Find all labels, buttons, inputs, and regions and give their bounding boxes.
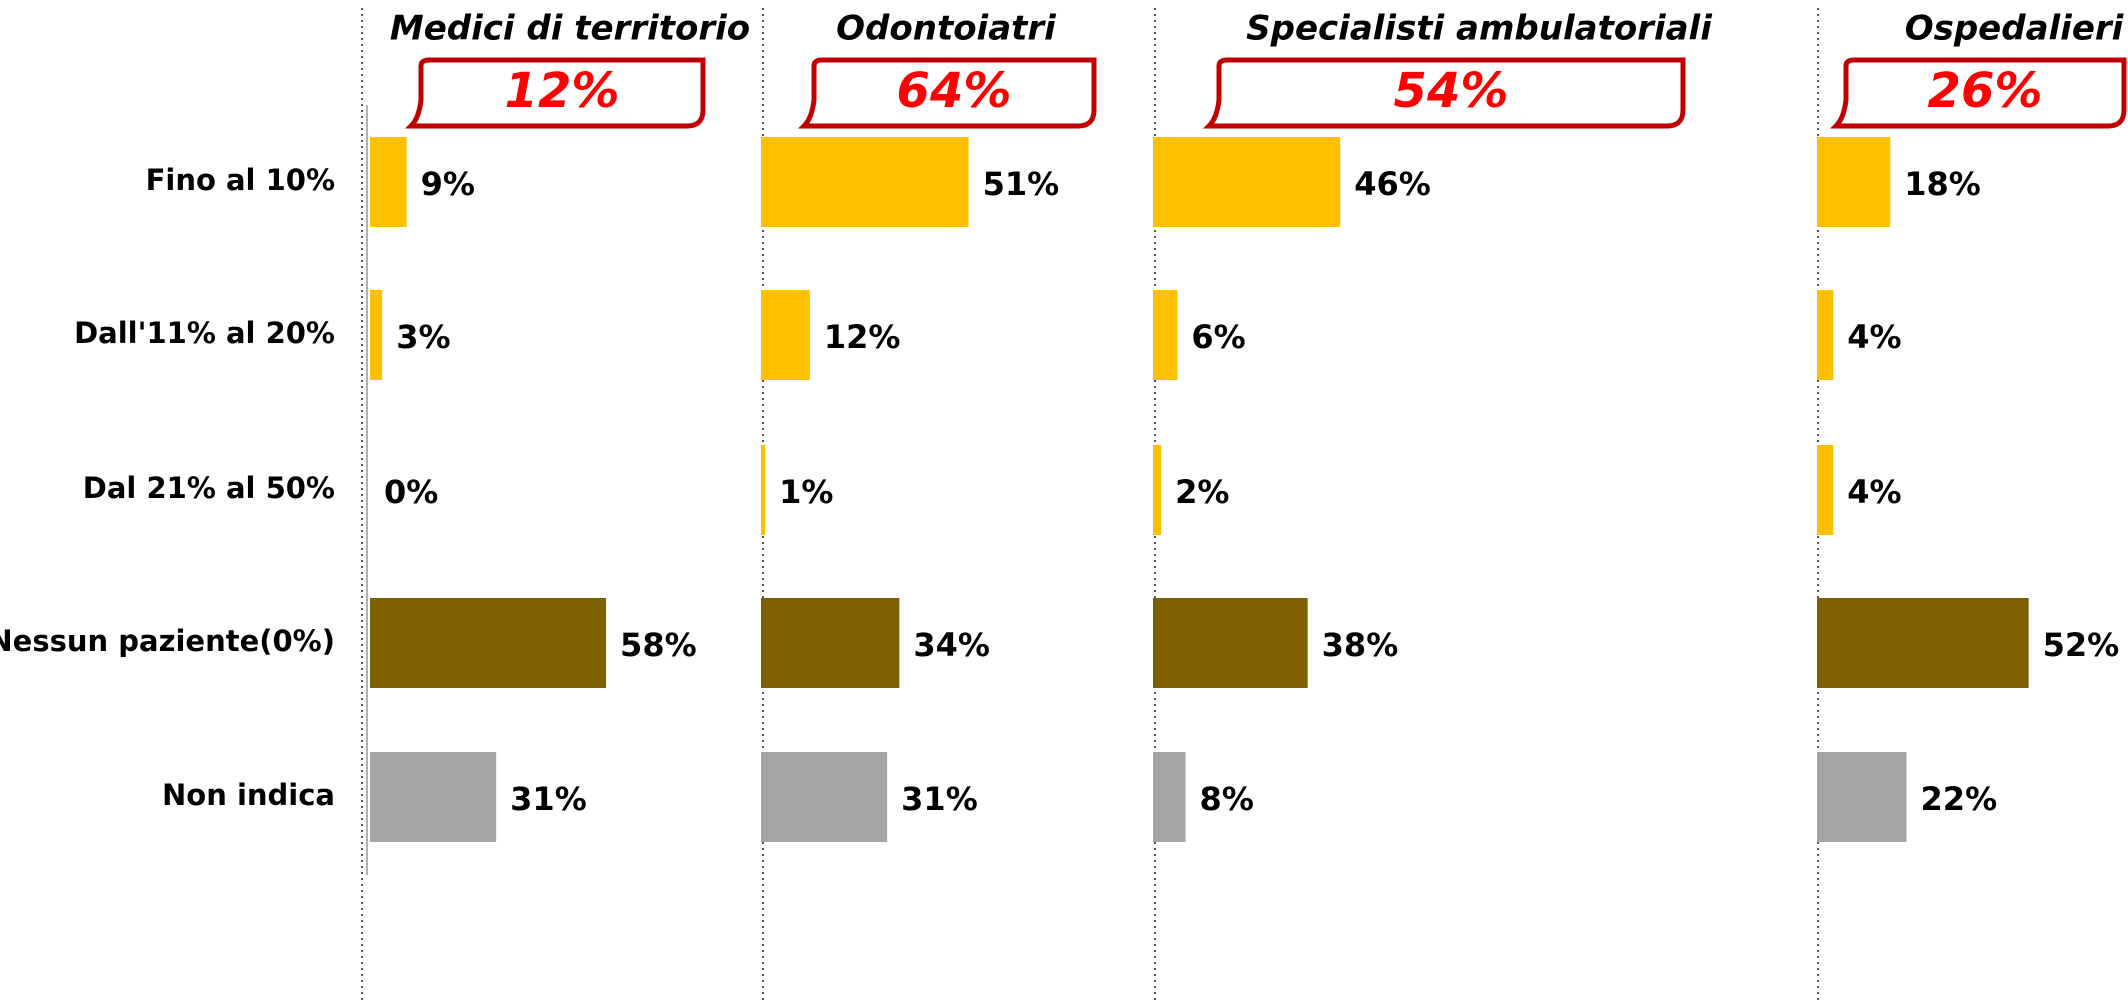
highlight-box xyxy=(797,57,1097,129)
bar xyxy=(1153,445,1162,535)
value-label: 0% xyxy=(384,473,438,511)
value-label: 1% xyxy=(779,473,833,511)
highlight-box xyxy=(404,57,706,129)
bar xyxy=(1153,290,1178,380)
bar xyxy=(1817,137,1891,227)
category-label: Dall'11% al 20% xyxy=(74,316,335,350)
value-label: 58% xyxy=(620,626,697,664)
panel-title: Odontoiatri xyxy=(836,9,1057,49)
value-label: 22% xyxy=(1921,780,1998,818)
highlight-value: 54% xyxy=(1394,63,1509,119)
bar xyxy=(1817,290,1834,380)
value-label: 34% xyxy=(913,626,990,664)
bar xyxy=(761,137,969,227)
bar xyxy=(370,598,607,688)
category-label: Fino al 10% xyxy=(146,163,335,197)
panel-title: Specialisti ambulatoriali xyxy=(1246,9,1713,49)
bar xyxy=(761,290,810,380)
value-label: 3% xyxy=(396,318,450,356)
category-label: Dal 21% al 50% xyxy=(83,471,335,505)
bar xyxy=(1817,752,1907,842)
value-label: 8% xyxy=(1200,780,1254,818)
bar xyxy=(1817,445,1834,535)
value-label: 52% xyxy=(2043,626,2120,664)
bar xyxy=(761,598,900,688)
value-label: 4% xyxy=(1847,318,1901,356)
bar xyxy=(1817,598,2029,688)
value-label: 6% xyxy=(1191,318,1245,356)
panel-title: Ospedalieri xyxy=(1905,9,2125,49)
bar xyxy=(761,445,766,535)
value-label: 4% xyxy=(1847,473,1901,511)
bar xyxy=(1153,137,1341,227)
category-label: Nessun paziente(0%) xyxy=(0,624,335,658)
highlight-value: 12% xyxy=(505,63,620,119)
highlight-value: 26% xyxy=(1928,63,2043,119)
value-label: 38% xyxy=(1322,626,1399,664)
value-label: 12% xyxy=(824,318,901,356)
highlight-box xyxy=(1829,57,2127,129)
value-label: 51% xyxy=(983,165,1060,203)
bar xyxy=(370,290,383,380)
panel-title: Medici di territorio xyxy=(390,9,750,49)
value-label: 31% xyxy=(510,780,587,818)
highlight-value: 64% xyxy=(897,63,1012,119)
bar xyxy=(370,752,497,842)
value-label: 18% xyxy=(1904,165,1981,203)
bar xyxy=(761,752,888,842)
highlight-box xyxy=(1202,57,1686,129)
value-label: 9% xyxy=(421,165,475,203)
category-label: Non indica xyxy=(162,778,335,812)
bar xyxy=(370,137,407,227)
bar xyxy=(1153,752,1186,842)
value-label: 2% xyxy=(1175,473,1229,511)
bar xyxy=(1153,598,1308,688)
value-label: 46% xyxy=(1354,165,1431,203)
value-label: 31% xyxy=(901,780,978,818)
